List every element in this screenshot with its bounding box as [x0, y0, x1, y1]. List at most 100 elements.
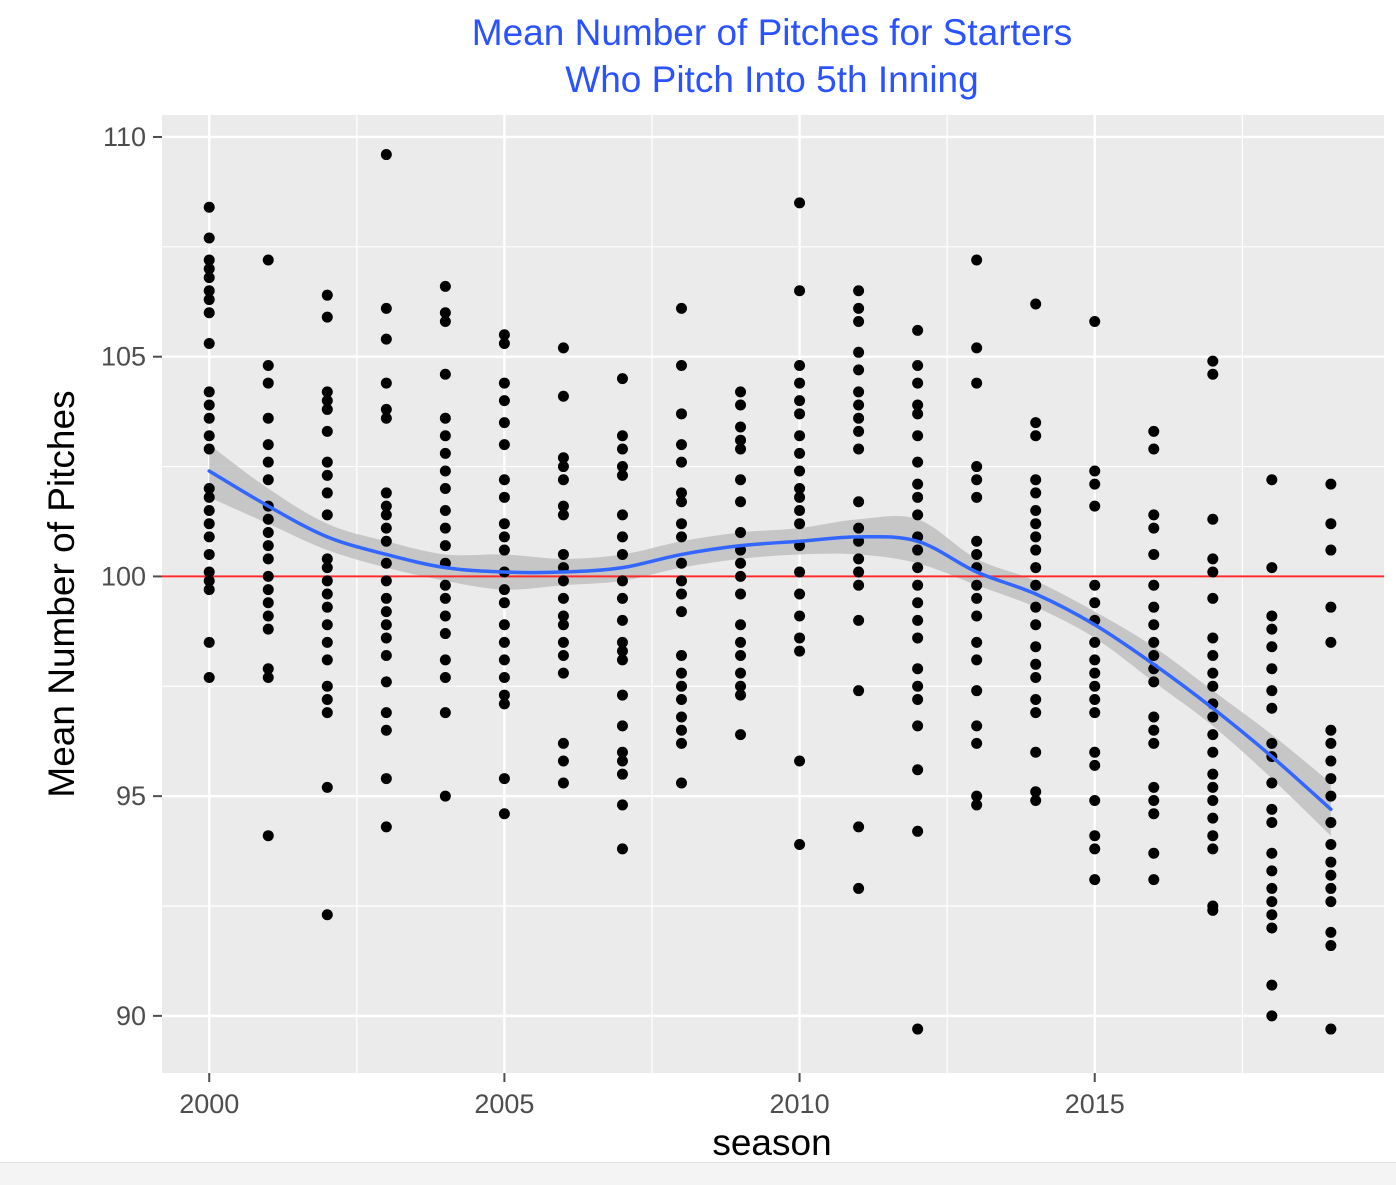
- y-tick-label: 105: [101, 342, 146, 372]
- data-point: [1089, 667, 1101, 679]
- data-point: [912, 1023, 924, 1035]
- data-point: [203, 272, 215, 284]
- data-point: [439, 316, 451, 328]
- data-point: [971, 654, 983, 666]
- data-point: [1089, 830, 1101, 842]
- data-point: [794, 483, 806, 495]
- data-point: [321, 654, 333, 666]
- data-point: [912, 663, 924, 675]
- data-point: [1325, 544, 1337, 556]
- data-point: [1089, 500, 1101, 512]
- x-tick-label: 2005: [474, 1089, 534, 1119]
- data-point: [321, 289, 333, 301]
- data-point: [675, 606, 687, 618]
- data-point: [380, 632, 392, 644]
- data-point: [794, 566, 806, 578]
- data-point: [675, 650, 687, 662]
- data-point: [498, 671, 510, 683]
- data-point: [1325, 636, 1337, 648]
- data-point: [1030, 707, 1042, 719]
- data-point: [675, 693, 687, 705]
- data-point: [735, 386, 747, 398]
- data-point: [794, 285, 806, 297]
- data-point: [616, 469, 628, 481]
- data-point: [557, 474, 569, 486]
- data-point: [262, 553, 274, 565]
- data-point: [380, 650, 392, 662]
- data-point: [1030, 505, 1042, 517]
- data-point: [1266, 702, 1278, 714]
- data-point: [912, 456, 924, 468]
- data-point: [1207, 566, 1219, 578]
- data-point: [380, 500, 392, 512]
- data-point: [1148, 650, 1160, 662]
- data-point: [557, 650, 569, 662]
- x-tick-label: 2015: [1065, 1089, 1125, 1119]
- data-point: [735, 667, 747, 679]
- data-point: [498, 698, 510, 710]
- data-point: [616, 746, 628, 758]
- data-point: [1325, 940, 1337, 952]
- data-point: [321, 487, 333, 499]
- data-point: [735, 680, 747, 692]
- data-point: [971, 254, 983, 266]
- data-point: [321, 619, 333, 631]
- data-point: [439, 671, 451, 683]
- data-points: [203, 149, 1337, 1035]
- data-point: [1148, 711, 1160, 723]
- data-point: [439, 412, 451, 424]
- data-point: [853, 685, 865, 697]
- data-point: [735, 619, 747, 631]
- data-point: [675, 724, 687, 736]
- y-tick-label: 90: [116, 1001, 146, 1031]
- data-point: [616, 645, 628, 657]
- data-point: [1266, 737, 1278, 749]
- data-point: [675, 557, 687, 569]
- data-point: [262, 254, 274, 266]
- confidence-band: [209, 444, 1331, 836]
- data-point: [1266, 610, 1278, 622]
- data-point: [321, 601, 333, 613]
- data-point: [1148, 443, 1160, 455]
- data-point: [1207, 843, 1219, 855]
- data-point: [439, 592, 451, 604]
- data-point: [498, 518, 510, 530]
- data-point: [262, 412, 274, 424]
- smooth-trend-line: [207, 469, 1333, 812]
- data-point: [1325, 1023, 1337, 1035]
- chart: Mean Number of Pitches for Starters Who …: [41, 12, 1384, 1160]
- data-point: [203, 505, 215, 517]
- data-point: [1030, 298, 1042, 310]
- data-point: [794, 491, 806, 503]
- data-point: [1089, 795, 1101, 807]
- data-point: [557, 619, 569, 631]
- data-point: [380, 522, 392, 534]
- data-point: [380, 377, 392, 389]
- data-point: [971, 535, 983, 547]
- data-point: [557, 777, 569, 789]
- data-point: [321, 403, 333, 415]
- data-point: [794, 465, 806, 477]
- data-point: [203, 566, 215, 578]
- data-point: [1089, 759, 1101, 771]
- data-point: [971, 474, 983, 486]
- data-point: [1030, 417, 1042, 429]
- data-point: [439, 610, 451, 622]
- data-point: [616, 509, 628, 521]
- data-point: [262, 597, 274, 609]
- data-point: [853, 302, 865, 314]
- data-point: [912, 562, 924, 574]
- data-point: [1325, 478, 1337, 490]
- data-point: [971, 720, 983, 732]
- data-point: [498, 773, 510, 785]
- y-tick-label: 95: [116, 781, 146, 811]
- data-point: [1207, 680, 1219, 692]
- data-point: [321, 693, 333, 705]
- data-point: [1266, 641, 1278, 653]
- data-point: [203, 338, 215, 350]
- data-point: [794, 408, 806, 420]
- data-point: [1325, 724, 1337, 736]
- data-point: [203, 584, 215, 596]
- data-point: [380, 773, 392, 785]
- data-point: [1266, 922, 1278, 934]
